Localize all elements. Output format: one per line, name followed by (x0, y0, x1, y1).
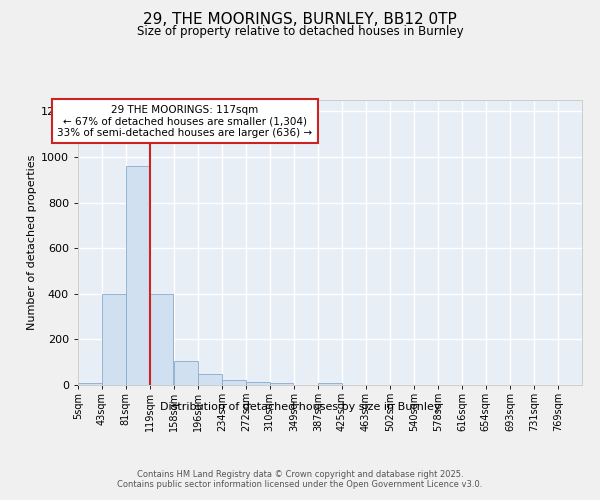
Bar (318, 382, 342, 385)
Bar (150, 294, 173, 385)
Y-axis label: Number of detached properties: Number of detached properties (26, 155, 37, 330)
Text: Size of property relative to detached houses in Burnley: Size of property relative to detached ho… (137, 25, 463, 38)
Bar (102, 294, 125, 385)
Text: Contains HM Land Registry data © Crown copyright and database right 2025.
Contai: Contains HM Land Registry data © Crown c… (118, 470, 482, 489)
Text: 29 THE MOORINGS: 117sqm
← 67% of detached houses are smaller (1,304)
33% of semi: 29 THE MOORINGS: 117sqm ← 67% of detache… (57, 104, 313, 138)
Text: 29, THE MOORINGS, BURNLEY, BB12 0TP: 29, THE MOORINGS, BURNLEY, BB12 0TP (143, 12, 457, 28)
Bar (270, 383, 293, 385)
Bar (78, 382, 102, 385)
Bar (126, 166, 149, 385)
Text: Distribution of detached houses by size in Burnley: Distribution of detached houses by size … (160, 402, 440, 412)
Bar (222, 380, 245, 385)
Bar (174, 361, 198, 385)
Bar (246, 382, 269, 385)
Bar (198, 374, 222, 385)
